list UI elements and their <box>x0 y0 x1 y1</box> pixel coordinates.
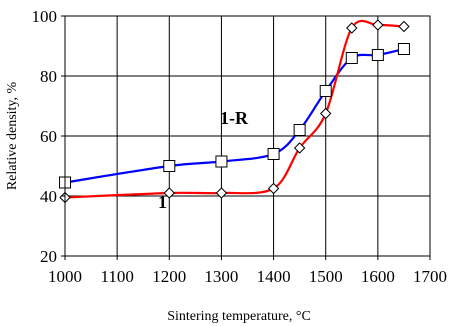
x-tick-label: 1700 <box>413 267 447 286</box>
data-point-square <box>268 149 279 160</box>
x-tick-label: 1400 <box>257 267 291 286</box>
y-axis-title: Relative density, % <box>5 81 20 190</box>
y-tick-label: 40 <box>40 187 57 206</box>
data-point-square <box>294 125 305 136</box>
series-label-1: 1 <box>158 192 167 212</box>
x-tick-label: 1100 <box>100 267 133 286</box>
data-point-diamond <box>373 20 383 30</box>
axis-ticks: 1000 1100 1200 1300 1400 1500 1600 170020406080… <box>32 7 448 286</box>
y-tick-label: 80 <box>40 67 57 86</box>
x-tick-label: 1600 <box>361 267 395 286</box>
data-point-square <box>372 50 383 61</box>
x-tick-label: 1200 <box>152 267 186 286</box>
y-tick-label: 60 <box>40 127 57 146</box>
x-tick-label: 1300 <box>204 267 238 286</box>
data-point-square <box>346 53 357 64</box>
y-tick-label: 20 <box>40 247 57 266</box>
data-point-diamond <box>321 109 331 119</box>
x-tick-label: 1500 <box>309 267 343 286</box>
data-point-square <box>216 156 227 167</box>
y-tick-label: 100 <box>32 7 58 26</box>
data-point-diamond <box>399 22 409 32</box>
x-axis-title: Sintering temperature, °C <box>167 309 311 324</box>
data-point-square <box>164 161 175 172</box>
series-label-1r: 1-R <box>220 108 249 128</box>
data-point-square <box>398 44 409 55</box>
x-tick-label: 1000 <box>48 267 82 286</box>
data-point-square <box>320 86 331 97</box>
